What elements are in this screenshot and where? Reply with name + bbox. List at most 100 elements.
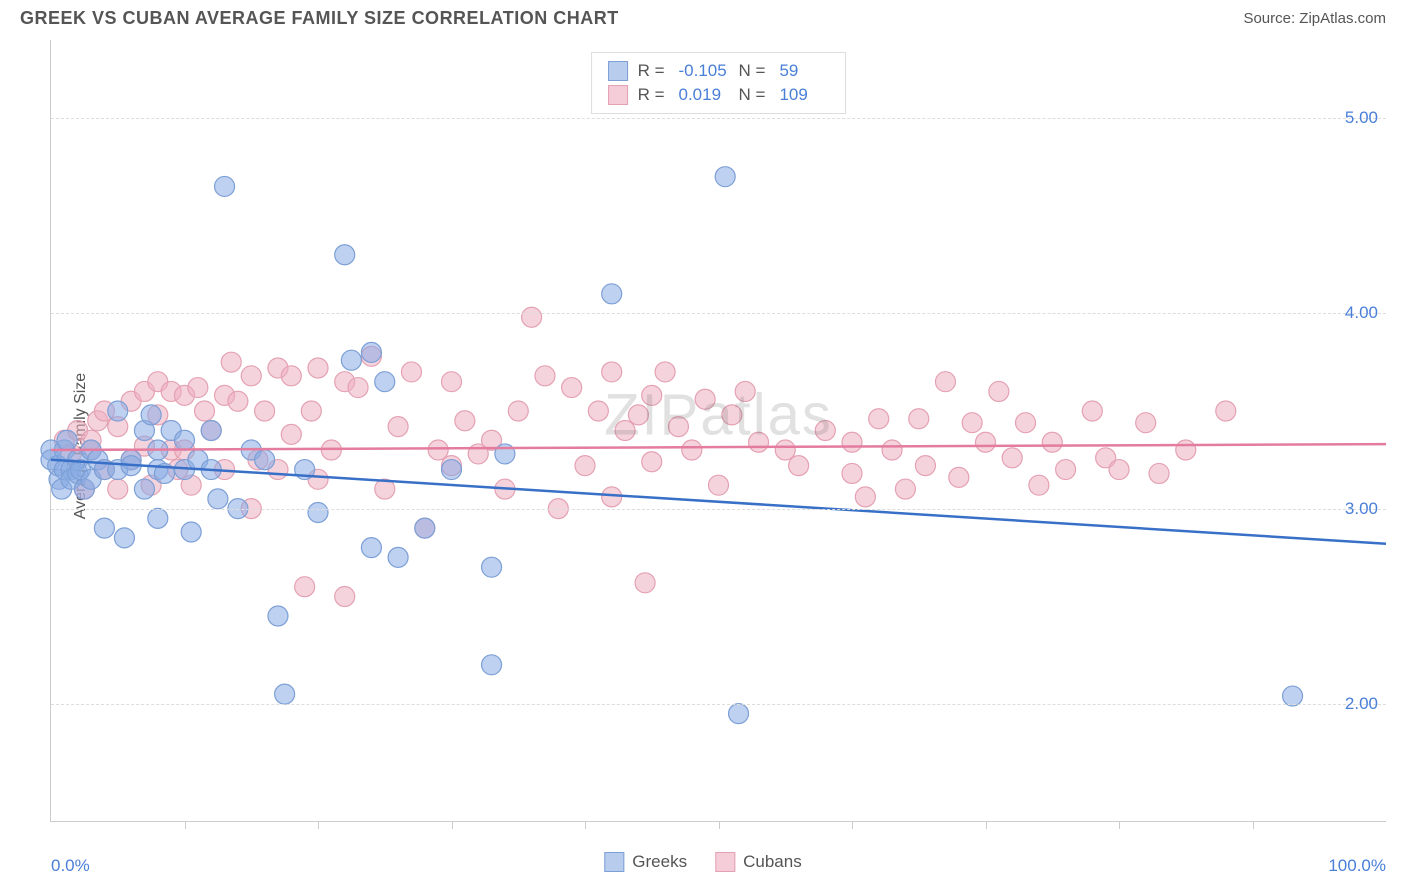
data-point-cubans (735, 381, 755, 401)
data-point-cubans (602, 362, 622, 382)
gridline (51, 118, 1386, 119)
data-point-greeks (442, 460, 462, 480)
data-point-cubans (562, 378, 582, 398)
data-point-greeks (715, 167, 735, 187)
legend-label-cubans: Cubans (743, 852, 802, 872)
data-point-cubans (655, 362, 675, 382)
swatch-cubans (608, 85, 628, 105)
data-point-cubans (1042, 432, 1062, 452)
data-point-cubans (281, 424, 301, 444)
data-point-cubans (815, 421, 835, 441)
x-tick (318, 821, 319, 829)
data-point-greeks (148, 508, 168, 528)
data-point-greeks (308, 503, 328, 523)
data-point-greeks (375, 372, 395, 392)
x-tick (1253, 821, 1254, 829)
swatch-greeks-icon (604, 852, 624, 872)
swatch-cubans-icon (715, 852, 735, 872)
data-point-greeks (215, 176, 235, 196)
data-point-cubans (842, 432, 862, 452)
data-point-greeks (602, 284, 622, 304)
data-point-cubans (775, 440, 795, 460)
data-point-cubans (882, 440, 902, 460)
data-point-cubans (642, 385, 662, 405)
x-tick (852, 821, 853, 829)
legend-label-greeks: Greeks (632, 852, 687, 872)
x-tick (452, 821, 453, 829)
data-point-greeks (94, 518, 114, 538)
r-label: R = (638, 61, 665, 81)
data-point-cubans (1002, 448, 1022, 468)
data-point-cubans (989, 381, 1009, 401)
data-point-greeks (57, 430, 77, 450)
chart-title: GREEK VS CUBAN AVERAGE FAMILY SIZE CORRE… (20, 8, 619, 29)
data-point-cubans (401, 362, 421, 382)
x-tick (986, 821, 987, 829)
legend-item-greeks: Greeks (604, 852, 687, 872)
data-point-cubans (281, 366, 301, 386)
data-point-greeks (729, 704, 749, 724)
data-point-cubans (695, 389, 715, 409)
data-point-cubans (442, 372, 462, 392)
data-point-cubans (668, 417, 688, 437)
data-point-cubans (915, 456, 935, 476)
data-point-cubans (615, 421, 635, 441)
data-point-cubans (508, 401, 528, 421)
r-value-cubans: 0.019 (679, 85, 729, 105)
swatch-greeks (608, 61, 628, 81)
x-tick (585, 821, 586, 829)
data-point-cubans (869, 409, 889, 429)
data-point-cubans (935, 372, 955, 392)
data-point-greeks (482, 655, 502, 675)
data-point-greeks (114, 528, 134, 548)
data-point-cubans (308, 358, 328, 378)
data-point-greeks (361, 342, 381, 362)
stats-row-cubans: R = 0.019 N = 109 (604, 83, 834, 107)
data-point-greeks (255, 450, 275, 470)
r-value-greeks: -0.105 (679, 61, 729, 81)
x-max-label: 100.0% (1328, 856, 1386, 876)
data-point-greeks (415, 518, 435, 538)
data-point-cubans (682, 440, 702, 460)
data-point-greeks (201, 421, 221, 441)
x-tick (185, 821, 186, 829)
data-point-cubans (301, 401, 321, 421)
chart-header: GREEK VS CUBAN AVERAGE FAMILY SIZE CORRE… (0, 0, 1406, 33)
n-label: N = (739, 85, 766, 105)
data-point-cubans (635, 573, 655, 593)
data-point-cubans (749, 432, 769, 452)
gridline (51, 313, 1386, 314)
data-point-greeks (275, 684, 295, 704)
data-point-greeks (268, 606, 288, 626)
data-point-cubans (388, 417, 408, 437)
data-point-greeks (108, 401, 128, 421)
data-point-greeks (175, 430, 195, 450)
y-tick-label: 4.00 (1345, 303, 1378, 323)
data-point-cubans (722, 405, 742, 425)
data-point-cubans (1109, 460, 1129, 480)
data-point-cubans (1216, 401, 1236, 421)
data-point-cubans (295, 577, 315, 597)
data-point-cubans (602, 487, 622, 507)
data-point-greeks (341, 350, 361, 370)
data-point-cubans (1136, 413, 1156, 433)
data-point-cubans (241, 366, 261, 386)
data-point-cubans (535, 366, 555, 386)
y-tick-label: 5.00 (1345, 108, 1378, 128)
n-value-greeks: 59 (779, 61, 829, 81)
data-point-cubans (108, 479, 128, 499)
data-point-greeks (388, 547, 408, 567)
data-point-cubans (1176, 440, 1196, 460)
data-point-cubans (188, 378, 208, 398)
data-point-cubans (789, 456, 809, 476)
stats-row-greeks: R = -0.105 N = 59 (604, 59, 834, 83)
data-point-greeks (134, 479, 154, 499)
data-point-cubans (628, 405, 648, 425)
y-tick-label: 3.00 (1345, 499, 1378, 519)
data-point-cubans (1029, 475, 1049, 495)
data-point-cubans (348, 378, 368, 398)
legend-item-cubans: Cubans (715, 852, 802, 872)
data-point-cubans (221, 352, 241, 372)
x-tick (719, 821, 720, 829)
data-point-cubans (255, 401, 275, 421)
